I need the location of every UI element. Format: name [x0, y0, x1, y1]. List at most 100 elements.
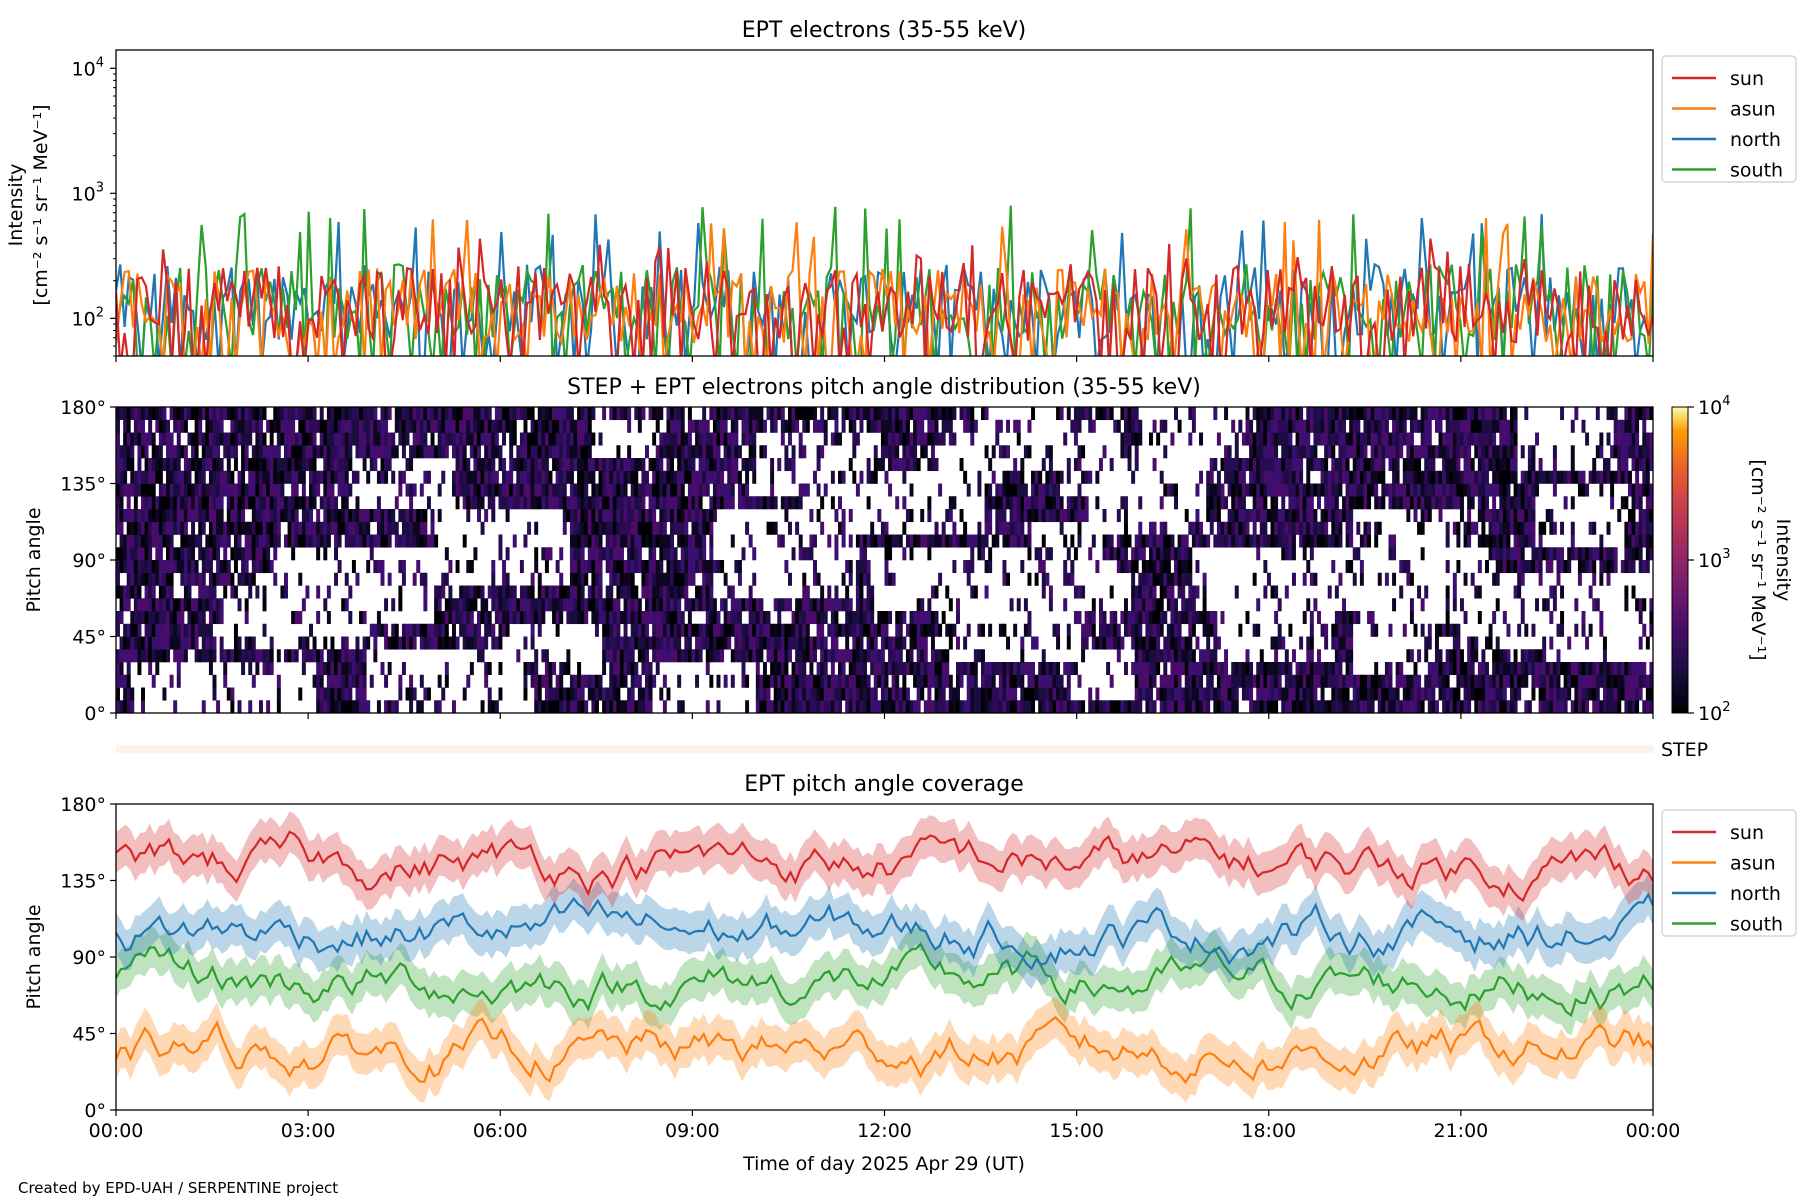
heatmap-cell: [344, 496, 349, 510]
heatmap-cell: [1077, 585, 1082, 599]
heatmap-cell: [194, 572, 199, 586]
heatmap-cell: [927, 534, 932, 548]
heatmap-cell: [1356, 547, 1361, 561]
heatmap-cell: [1231, 509, 1236, 523]
heatmap-cell: [559, 611, 564, 625]
heatmap-cell: [745, 521, 750, 535]
heatmap-cell: [816, 419, 821, 433]
heatmap-cell: [898, 636, 903, 650]
heatmap-cell: [702, 623, 707, 637]
heatmap-cell: [698, 649, 703, 663]
heatmap-cell: [888, 547, 893, 561]
heatmap-cell: [491, 598, 496, 612]
heatmap-cell: [477, 509, 481, 523]
heatmap-cell: [359, 687, 364, 701]
heatmap-cell: [730, 623, 735, 637]
heatmap-cell: [1056, 662, 1061, 676]
heatmap-cell: [888, 662, 893, 676]
heatmap-cell: [441, 623, 446, 637]
heatmap-cell: [1224, 700, 1229, 713]
heatmap-cell: [1349, 445, 1354, 459]
heatmap-cell: [366, 521, 371, 535]
heatmap-cell: [991, 700, 996, 713]
heatmap-cell: [752, 636, 757, 650]
heatmap-cell: [802, 445, 807, 459]
heatmap-cell: [1345, 560, 1350, 574]
heatmap-cell: [1274, 458, 1279, 472]
heatmap-cell: [1041, 585, 1046, 599]
heatmap-cell: [594, 521, 599, 535]
heatmap-cell: [1213, 700, 1218, 713]
heatmap-cell: [959, 458, 964, 472]
heatmap-cell: [966, 623, 971, 637]
heatmap-cell: [244, 547, 249, 561]
heatmap-cell: [880, 419, 885, 433]
heatmap-cell: [1331, 521, 1336, 535]
heatmap-cell: [730, 445, 735, 459]
heatmap-cell: [827, 700, 832, 713]
heatmap-cell: [1277, 509, 1282, 523]
heatmap-cell: [541, 649, 546, 663]
heatmap-cell: [1302, 662, 1307, 676]
heatmap-cell: [1338, 483, 1343, 497]
heatmap-cell: [1309, 649, 1314, 663]
heatmap-cell: [838, 496, 842, 510]
heatmap-cell: [652, 636, 657, 650]
heatmap-cell: [376, 534, 381, 548]
heatmap-cell: [566, 649, 571, 663]
heatmap-cell: [155, 572, 160, 586]
heatmap-cell: [176, 611, 181, 625]
heatmap-cell: [905, 534, 910, 548]
heatmap-cell: [1302, 509, 1307, 523]
heatmap-cell: [1224, 470, 1229, 484]
heatmap-cell: [1263, 674, 1268, 688]
heatmap-cell: [323, 496, 328, 510]
heatmap-cell: [473, 483, 478, 497]
heatmap-cell: [695, 521, 700, 535]
heatmap-cell: [566, 432, 571, 446]
heatmap-cell: [477, 432, 481, 446]
heatmap-cell: [977, 623, 982, 637]
heatmap-cell: [373, 560, 378, 574]
heatmap-cell: [666, 445, 671, 459]
heatmap-cell: [1027, 534, 1032, 548]
heatmap-cell: [1120, 700, 1125, 713]
heatmap-cell: [226, 687, 231, 701]
heatmap-cell: [870, 470, 875, 484]
heatmap-cell: [205, 496, 210, 510]
heatmap-cell: [233, 458, 238, 472]
heatmap-cell: [130, 509, 135, 523]
heatmap-cell: [198, 483, 203, 497]
heatmap-cell: [877, 674, 882, 688]
heatmap-cell: [544, 470, 549, 484]
heatmap-cell: [1306, 458, 1311, 472]
heatmap-cell: [741, 547, 746, 561]
heatmap-cell: [577, 407, 582, 421]
heatmap-cell: [577, 483, 582, 497]
heatmap-cell: [752, 496, 757, 510]
heatmap-cell: [183, 636, 188, 650]
heatmap-cell: [548, 687, 553, 701]
heatmap-cell: [1352, 470, 1357, 484]
heatmap-cell: [276, 496, 281, 510]
heatmap-cell: [1266, 509, 1271, 523]
heatmap-cell: [816, 662, 821, 676]
heatmap-cell: [1174, 496, 1178, 510]
heatmap-cell: [169, 509, 174, 523]
heatmap-cell: [362, 445, 367, 459]
heatmap-cell: [805, 483, 810, 497]
heatmap-cell: [191, 598, 196, 612]
heatmap-cell: [1013, 623, 1018, 637]
heatmap-cell: [691, 598, 696, 612]
heatmap-cell: [612, 534, 617, 548]
heatmap-cell: [241, 496, 246, 510]
heatmap-cell: [705, 470, 710, 484]
heatmap-cell: [916, 598, 921, 612]
heatmap-cell: [330, 483, 335, 497]
heatmap-cell: [941, 407, 946, 421]
heatmap-cell: [677, 458, 682, 472]
heatmap-cell: [1138, 674, 1143, 688]
heatmap-cell: [798, 445, 803, 459]
heatmap-cell: [855, 572, 860, 586]
heatmap-cell: [748, 445, 753, 459]
